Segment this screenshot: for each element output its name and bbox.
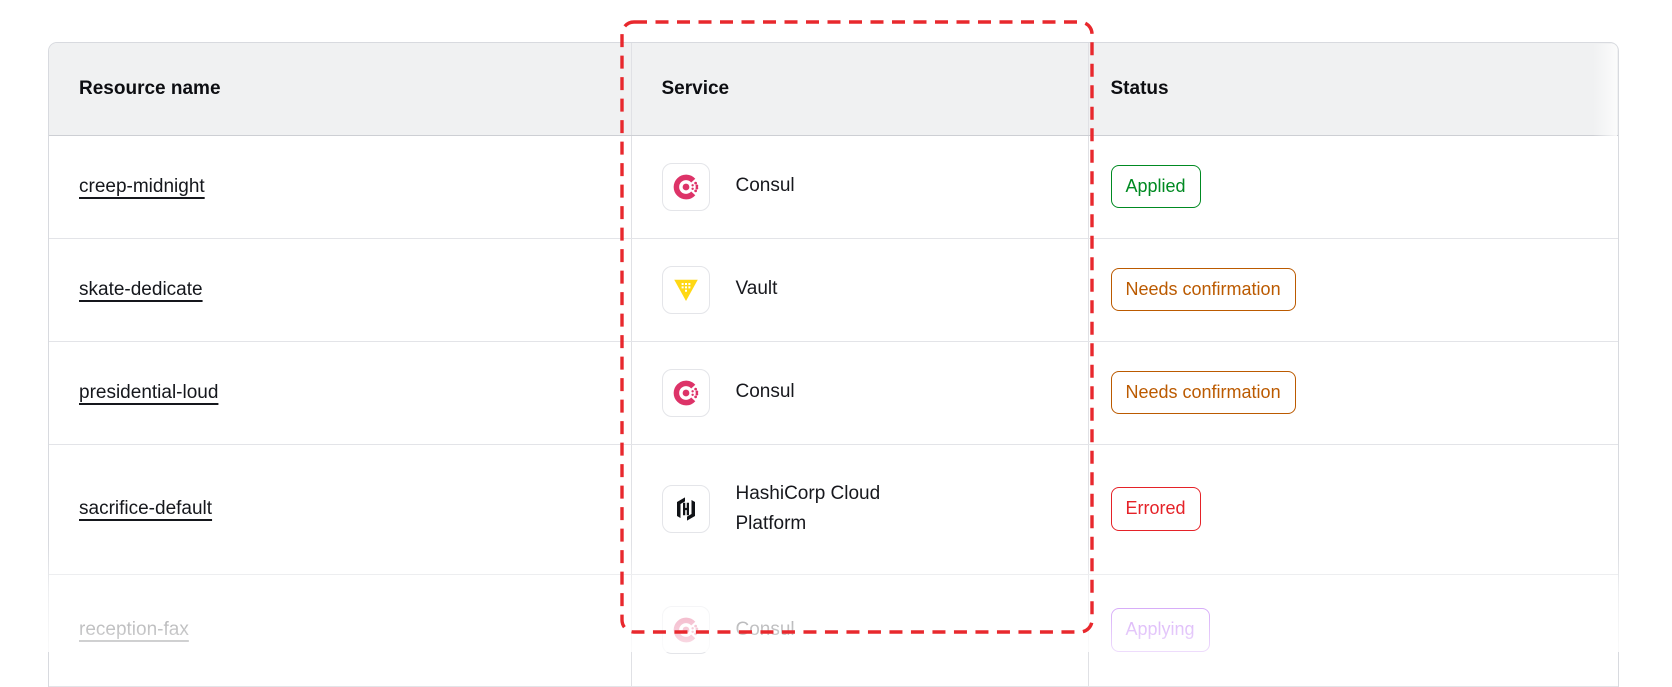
table-row: creep-midnight Consul Applied	[49, 135, 1618, 239]
resource-name-cell: creep-midnight	[49, 135, 631, 239]
resources-table: Resource name Service Status creep-midni…	[49, 43, 1618, 687]
status-badge: Applying	[1110, 608, 1210, 652]
table-row: presidential-loud Consul Needs confirmat…	[49, 341, 1618, 445]
resource-link[interactable]: skate-dedicate	[79, 278, 203, 300]
status-badge: Needs confirmation	[1110, 267, 1296, 312]
status-cell: Applying	[1087, 574, 1618, 687]
table-header: Resource name Service Status	[49, 43, 1618, 136]
resources-table-container: Resource name Service Status creep-midni…	[48, 42, 1619, 687]
status-badge: Applied	[1110, 164, 1201, 209]
resource-name-cell: skate-dedicate	[49, 238, 631, 342]
status-cell: Applied	[1087, 135, 1618, 239]
table-body: creep-midnight Consul Applied skate-dedi…	[49, 135, 1618, 687]
service-cell: Consul	[630, 341, 1088, 445]
vault-icon	[661, 265, 710, 314]
resource-link[interactable]: sacrifice-default	[79, 498, 213, 519]
service-cell: HashiCorp Cloud Platform	[630, 444, 1088, 575]
status-badge: Needs confirmation	[1110, 370, 1296, 415]
status-cell: Errored	[1087, 444, 1618, 575]
service-label: Consul	[735, 618, 795, 640]
service-cell: Consul	[630, 135, 1088, 239]
service-label: Vault	[735, 278, 778, 300]
resource-name-cell: presidential-loud	[49, 341, 631, 445]
status-cell: Needs confirmation	[1087, 341, 1618, 445]
service-label: Consul	[735, 175, 795, 197]
service-cell: Consul	[630, 574, 1088, 687]
hcp-icon	[661, 485, 710, 533]
consul-icon	[661, 368, 710, 417]
status-cell: Needs confirmation	[1087, 238, 1618, 342]
column-header-status: Status	[1087, 43, 1618, 136]
resource-link[interactable]: presidential-loud	[79, 381, 219, 403]
table-row: reception-fax Consul Applying	[49, 574, 1618, 687]
status-badge: Errored	[1110, 487, 1201, 531]
consul-icon	[661, 162, 710, 211]
service-label: HashiCorp Cloud Platform	[735, 482, 881, 534]
resource-name-cell: sacrifice-default	[49, 444, 631, 575]
column-header-service: Service	[630, 43, 1088, 136]
resource-name-cell: reception-fax	[49, 574, 631, 687]
service-label: Consul	[735, 381, 795, 403]
table-row: sacrifice-default HashiCorp Cloud Platfo…	[49, 444, 1618, 575]
resource-link[interactable]: creep-midnight	[79, 175, 205, 197]
consul-icon	[661, 606, 710, 654]
resource-link[interactable]: reception-fax	[79, 619, 189, 640]
service-cell: Vault	[630, 238, 1088, 342]
table-row: skate-dedicate Vault Needs confirmation	[49, 238, 1618, 342]
column-header-resource-name: Resource name	[49, 43, 631, 136]
